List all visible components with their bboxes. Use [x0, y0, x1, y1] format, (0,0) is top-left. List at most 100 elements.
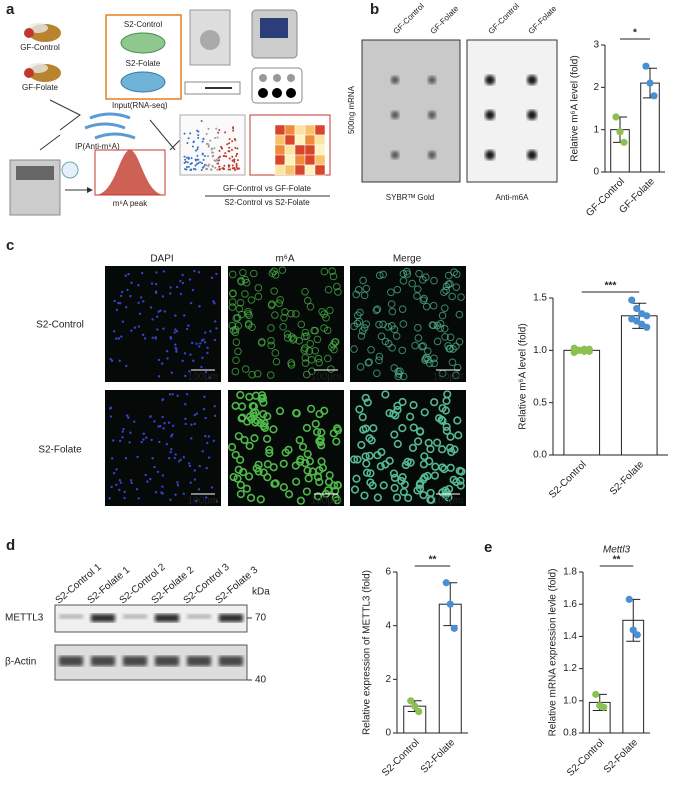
- size-label: 40: [255, 675, 267, 686]
- decor: [228, 157, 231, 160]
- cell: [245, 392, 254, 401]
- data-point: [625, 595, 633, 603]
- cell: [390, 325, 399, 334]
- cell: [235, 304, 244, 313]
- decor: [218, 149, 221, 152]
- decor: [274, 164, 286, 176]
- cell: [419, 296, 428, 305]
- band: [155, 614, 179, 622]
- cell: [301, 359, 310, 367]
- cell: [271, 311, 279, 319]
- cell: [292, 409, 301, 418]
- cell: [314, 354, 323, 363]
- cell: [433, 337, 442, 346]
- cell: [375, 271, 384, 280]
- decor: [205, 142, 208, 145]
- size-label: 70: [255, 613, 267, 624]
- significance: **: [613, 555, 621, 566]
- decor: [234, 146, 237, 149]
- cell: [279, 459, 288, 468]
- cell: [269, 463, 278, 472]
- decor: [216, 136, 219, 139]
- cell: [112, 330, 116, 333]
- data-point: [446, 600, 454, 608]
- cell: [160, 491, 163, 494]
- cell: [136, 455, 139, 459]
- column-label: GF-Folate: [429, 4, 461, 36]
- x-tick-label: S2-Control: [380, 737, 422, 779]
- cell: [151, 457, 154, 460]
- blot-dot: [527, 150, 537, 160]
- cell: [355, 405, 364, 414]
- cell: [373, 305, 382, 313]
- decor: [202, 165, 205, 168]
- protein-label: β-Actin: [5, 657, 36, 668]
- data-point: [633, 304, 641, 313]
- unit-label: kDa: [252, 587, 270, 598]
- decor: [187, 165, 190, 168]
- cell: [254, 292, 263, 301]
- cell: [328, 267, 336, 276]
- cell: [424, 438, 433, 448]
- cell: [399, 487, 408, 497]
- cell: [438, 416, 447, 425]
- cell: [154, 282, 158, 286]
- cell: [414, 324, 422, 332]
- cell: [169, 498, 172, 502]
- cell: [142, 432, 146, 435]
- cell: [317, 428, 326, 437]
- cell: [188, 370, 191, 373]
- cell: [292, 477, 301, 486]
- data-point: [620, 138, 628, 146]
- cell: [431, 462, 440, 471]
- blot-dot: [527, 75, 537, 85]
- cell: [440, 324, 449, 333]
- cell: [298, 442, 308, 451]
- cell: [176, 394, 179, 397]
- cell: [110, 457, 114, 460]
- cell: [157, 358, 161, 362]
- cell: [312, 427, 322, 437]
- cell: [399, 372, 408, 381]
- cell: [123, 496, 126, 500]
- data-point: [450, 624, 458, 632]
- cell: [430, 471, 440, 480]
- cell: [154, 336, 157, 339]
- cell: [269, 425, 278, 434]
- cell: [161, 474, 165, 477]
- decor: [209, 139, 212, 142]
- cell: [119, 481, 123, 484]
- cell: [436, 319, 445, 328]
- decor: [227, 168, 230, 171]
- scale-label: 100μm: [433, 372, 464, 383]
- cell: [384, 323, 392, 331]
- cell: [156, 470, 160, 474]
- cell: [175, 285, 179, 289]
- decor: [236, 147, 239, 150]
- cell: [126, 288, 129, 292]
- cell: [332, 437, 341, 446]
- cell: [157, 310, 160, 313]
- cell: [324, 285, 333, 294]
- data-point: [415, 707, 423, 716]
- cell: [184, 374, 187, 378]
- cell: [355, 317, 364, 326]
- cell: [144, 473, 147, 477]
- cell: [142, 300, 145, 303]
- cell: [161, 295, 165, 298]
- data-point: [592, 690, 600, 698]
- cell: [427, 495, 436, 504]
- decor: [202, 158, 205, 161]
- cell: [108, 407, 112, 410]
- decor: [294, 154, 306, 166]
- cell: [394, 372, 403, 381]
- band: [155, 656, 179, 666]
- micrograph: [228, 266, 344, 382]
- cell: [137, 284, 140, 287]
- cell: [329, 272, 338, 281]
- protein-label: METTL3: [5, 613, 44, 624]
- cell: [187, 324, 190, 327]
- cell: [398, 424, 407, 433]
- cell: [153, 420, 156, 423]
- cell: [267, 324, 275, 332]
